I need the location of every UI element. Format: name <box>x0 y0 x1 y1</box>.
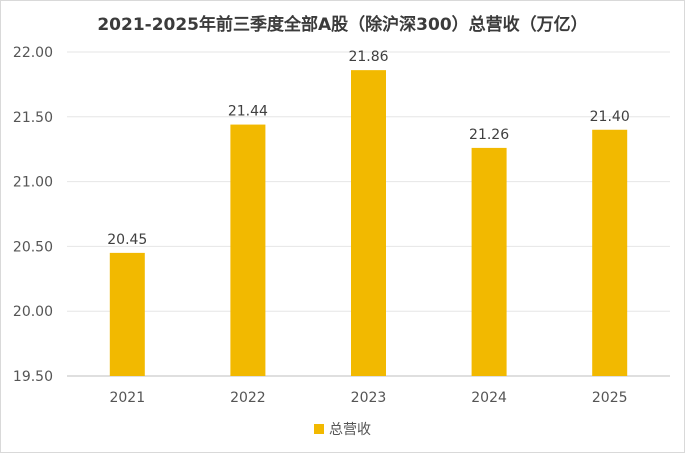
y-tick-label: 21.00 <box>13 175 53 191</box>
legend-label: 总营收 <box>329 422 371 438</box>
y-tick-label: 22.00 <box>13 45 53 61</box>
x-tick-label: 2022 <box>230 390 266 406</box>
data-label: 20.45 <box>107 232 147 248</box>
bar <box>230 124 266 377</box>
y-tick-label: 19.50 <box>13 369 53 385</box>
y-tick-label: 20.00 <box>13 304 53 320</box>
y-tick-label: 21.50 <box>13 110 53 126</box>
data-label: 21.40 <box>590 109 630 125</box>
x-tick-label: 2025 <box>592 390 628 406</box>
bar <box>351 70 386 377</box>
bar <box>109 252 145 376</box>
bar <box>471 147 507 376</box>
legend-swatch <box>314 424 324 434</box>
x-tick-label: 2023 <box>351 390 387 406</box>
legend: 总营收 <box>1 419 684 439</box>
data-label: 21.86 <box>348 49 388 65</box>
data-label: 21.44 <box>228 104 268 120</box>
chart-title: 2021-2025年前三季度全部A股（除沪深300）总营收（万亿） <box>97 15 588 35</box>
x-tick-label: 2021 <box>109 390 145 406</box>
y-tick-label: 20.50 <box>13 239 53 255</box>
x-tick-label: 2024 <box>471 390 507 406</box>
data-label: 21.26 <box>469 127 509 143</box>
bar <box>592 129 628 376</box>
